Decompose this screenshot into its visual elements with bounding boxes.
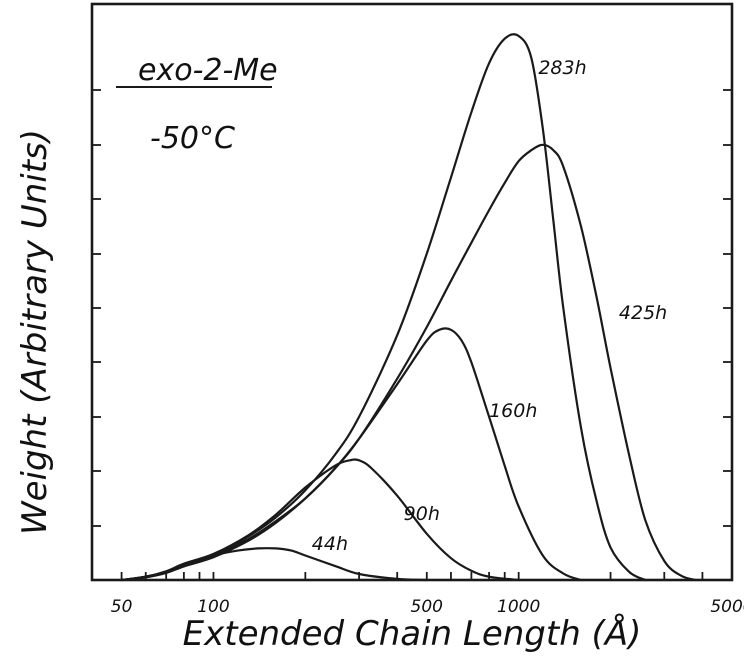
series-label-44h: 44h xyxy=(312,533,348,555)
x-axis-label: Extended Chain Length (Å) xyxy=(183,613,642,654)
chart-subtitle: -50°C xyxy=(150,121,235,156)
x-tick-label: 500 xyxy=(411,597,443,617)
x-tick-label: 50 xyxy=(111,597,133,617)
y-axis-label: Weight (Arbitrary Units) xyxy=(15,129,55,535)
curve-90h xyxy=(120,458,520,582)
series-label-283h: 283h xyxy=(538,57,586,79)
x-tick-label: 5000 xyxy=(710,597,744,617)
curve-283h xyxy=(120,33,647,582)
series-labels: 44h 90h 160h 283h 425h xyxy=(312,57,667,555)
chart-title: exo-2-Me xyxy=(138,53,278,88)
tick-marks xyxy=(92,89,733,580)
curves xyxy=(120,33,697,582)
curve-160h xyxy=(120,327,583,582)
series-label-425h: 425h xyxy=(619,302,667,324)
curve-44h xyxy=(120,547,428,582)
x-tick-label: 1000 xyxy=(497,597,540,617)
x-tick-labels: 50 100 500 1000 5000 xyxy=(111,597,744,617)
plot-frame xyxy=(90,2,734,582)
curve-425h xyxy=(120,143,697,582)
series-label-90h: 90h xyxy=(404,503,440,525)
x-tick-label: 100 xyxy=(197,597,229,617)
series-label-160h: 160h xyxy=(489,400,537,422)
